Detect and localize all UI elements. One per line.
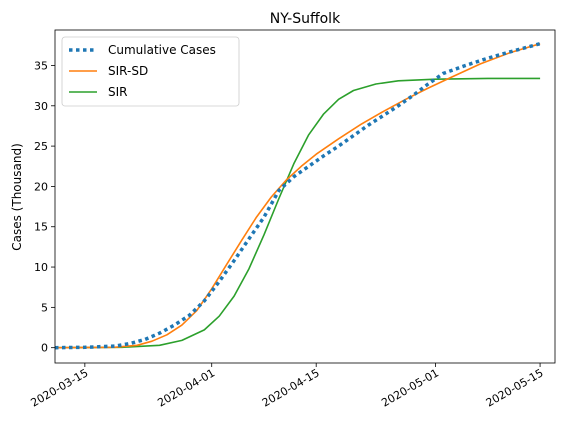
legend-box — [61, 36, 240, 107]
plot-area — [54, 42, 541, 350]
legend: Cumulative Cases SIR-SD SIR — [61, 36, 240, 107]
x-tick-label: 2020-03-15 — [29, 366, 91, 409]
x-tick-label: 2020-05-01 — [379, 366, 441, 409]
legend-entry-sir: SIR — [69, 85, 128, 99]
y-tick-label: 20 — [34, 180, 48, 193]
legend-label: SIR — [108, 85, 128, 99]
y-tick-label: 30 — [34, 100, 48, 113]
y-tick-label: 35 — [34, 59, 48, 72]
series-line-cumulative-cases — [54, 42, 541, 350]
x-tick-label: 2020-04-01 — [155, 366, 217, 409]
legend-entry-sir-sd: SIR-SD — [69, 64, 148, 78]
legend-label: Cumulative Cases — [108, 43, 216, 57]
x-tick-label: 2020-04-15 — [260, 366, 322, 409]
y-tick-label: 0 — [41, 342, 48, 355]
y-tick-label: 15 — [34, 221, 48, 234]
y-tick-label: 25 — [34, 140, 48, 153]
series-line-sir — [54, 77, 541, 349]
y-axis-label: Cases (Thousand) — [10, 143, 24, 251]
chart-title: NY-Suffolk — [270, 11, 341, 27]
plot-frame — [54, 29, 556, 364]
y-tick-label: 10 — [34, 261, 48, 274]
legend-entry-cumulative-cases: Cumulative Cases — [69, 43, 216, 57]
axis-ticks: 0 5 10 15 20 25 30 35 2020-03-15 2020-04-01 2020-0… — [29, 59, 546, 409]
y-tick-label: 5 — [41, 301, 48, 314]
legend-label: SIR-SD — [108, 64, 148, 78]
x-tick-label: 2020-05-15 — [484, 366, 546, 409]
